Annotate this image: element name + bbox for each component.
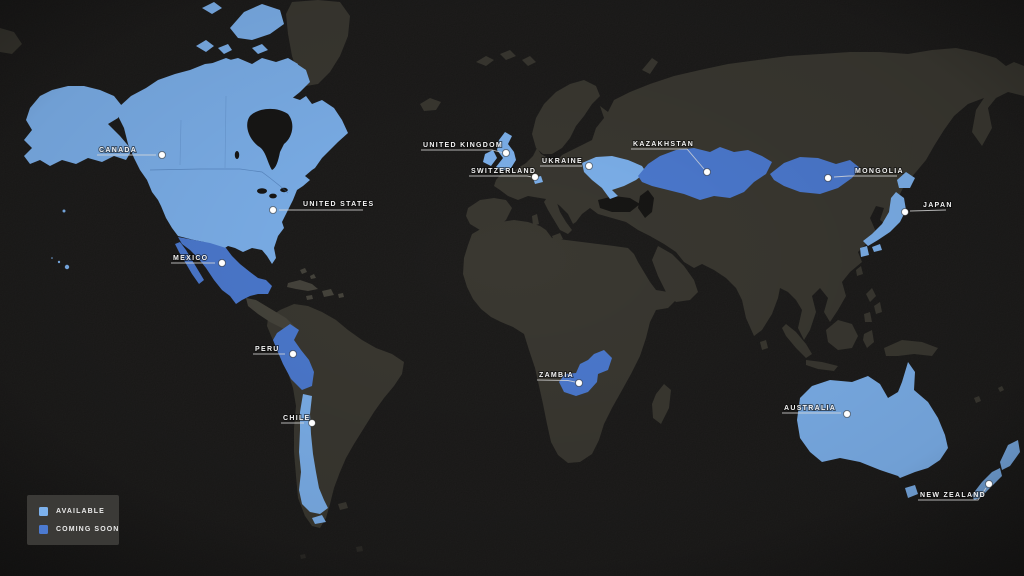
legend-item-available: AVAILABLE [39, 507, 108, 516]
label-new-zealand: NEW ZEALAND [918, 480, 993, 501]
label-zambia: ZAMBIA [536, 371, 583, 387]
label-mongolia: MONGOLIA [824, 167, 904, 182]
country-label: MEXICO [173, 255, 208, 262]
leader-line [833, 175, 897, 178]
leader-line [421, 149, 503, 153]
country-label: AUSTRALIA [784, 405, 836, 412]
legend-swatch-coming-soon [39, 525, 48, 534]
country-label: UNITED KINGDOM [423, 142, 503, 149]
leader-line [631, 148, 705, 170]
marker-dot[interactable] [843, 410, 851, 418]
label-japan: JAPAN [901, 201, 953, 216]
marker-dot[interactable] [158, 151, 166, 159]
label-switzerland: SWITZERLAND [469, 167, 539, 181]
leader-line [909, 209, 947, 212]
country-label: SWITZERLAND [471, 168, 536, 175]
marker-dot[interactable] [289, 350, 297, 358]
map-legend: AVAILABLE COMING SOON [27, 495, 119, 545]
label-chile: CHILE [281, 414, 316, 427]
country-label: PERU [255, 346, 280, 353]
country-label: JAPAN [923, 202, 953, 209]
legend-label-coming-soon: COMING SOON [56, 526, 120, 533]
country-label: CANADA [99, 147, 137, 154]
label-peru: PERU [253, 345, 297, 358]
label-kazakhstan: KAZAKHSTAN [631, 140, 711, 176]
country-label: ZAMBIA [539, 372, 574, 379]
country-label: KAZAKHSTAN [633, 141, 694, 148]
marker-dot[interactable] [703, 168, 711, 176]
marker-dot[interactable] [985, 480, 993, 488]
marker-dot[interactable] [218, 259, 226, 267]
country-label: UKRAINE [542, 158, 583, 165]
country-label: NEW ZEALAND [920, 492, 986, 499]
marker-dot[interactable] [502, 149, 510, 157]
label-united-kingdom: UNITED KINGDOM [421, 141, 510, 157]
label-mexico: MEXICO [171, 254, 226, 267]
country-label: CHILE [283, 415, 311, 422]
label-australia: AUSTRALIA [782, 404, 851, 418]
label-united-states: UNITED STATES [269, 200, 374, 214]
legend-item-coming-soon: COMING SOON [39, 525, 118, 534]
marker-dot[interactable] [531, 173, 539, 181]
country-label: UNITED STATES [303, 201, 374, 208]
marker-dot[interactable] [308, 419, 316, 427]
marker-dot[interactable] [269, 206, 277, 214]
legend-label-available: AVAILABLE [56, 508, 105, 515]
label-canada: CANADA [97, 146, 166, 159]
marker-dot[interactable] [901, 208, 909, 216]
marker-dot[interactable] [575, 379, 583, 387]
country-label: MONGOLIA [855, 168, 904, 175]
leader-line [469, 175, 532, 178]
label-ukraine: UKRAINE [540, 157, 593, 170]
legend-swatch-available [39, 507, 48, 516]
leader-line [536, 379, 576, 383]
leader-line [918, 487, 987, 501]
marker-dot[interactable] [824, 174, 832, 182]
country-labels: CANADA UNITED STATES MEXICO PERU CHILE U… [97, 140, 993, 501]
marker-dot[interactable] [585, 162, 593, 170]
